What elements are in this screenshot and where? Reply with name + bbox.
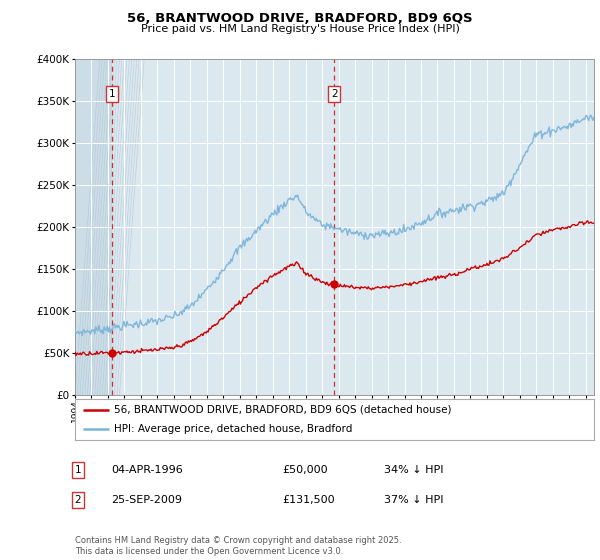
Text: HPI: Average price, detached house, Bradford: HPI: Average price, detached house, Brad… bbox=[114, 424, 352, 434]
Text: 2: 2 bbox=[331, 89, 337, 99]
Text: Price paid vs. HM Land Registry's House Price Index (HPI): Price paid vs. HM Land Registry's House … bbox=[140, 24, 460, 34]
Text: 56, BRANTWOOD DRIVE, BRADFORD, BD9 6QS (detached house): 56, BRANTWOOD DRIVE, BRADFORD, BD9 6QS (… bbox=[114, 405, 451, 415]
Text: 34% ↓ HPI: 34% ↓ HPI bbox=[384, 465, 443, 475]
Text: 56, BRANTWOOD DRIVE, BRADFORD, BD9 6QS: 56, BRANTWOOD DRIVE, BRADFORD, BD9 6QS bbox=[127, 12, 473, 25]
Text: £50,000: £50,000 bbox=[282, 465, 328, 475]
Text: Contains HM Land Registry data © Crown copyright and database right 2025.
This d: Contains HM Land Registry data © Crown c… bbox=[75, 536, 401, 556]
Text: 37% ↓ HPI: 37% ↓ HPI bbox=[384, 495, 443, 505]
Text: 04-APR-1996: 04-APR-1996 bbox=[111, 465, 183, 475]
Text: 1: 1 bbox=[109, 89, 116, 99]
Text: £131,500: £131,500 bbox=[282, 495, 335, 505]
Text: 25-SEP-2009: 25-SEP-2009 bbox=[111, 495, 182, 505]
Text: 2: 2 bbox=[74, 495, 82, 505]
Text: 1: 1 bbox=[74, 465, 82, 475]
